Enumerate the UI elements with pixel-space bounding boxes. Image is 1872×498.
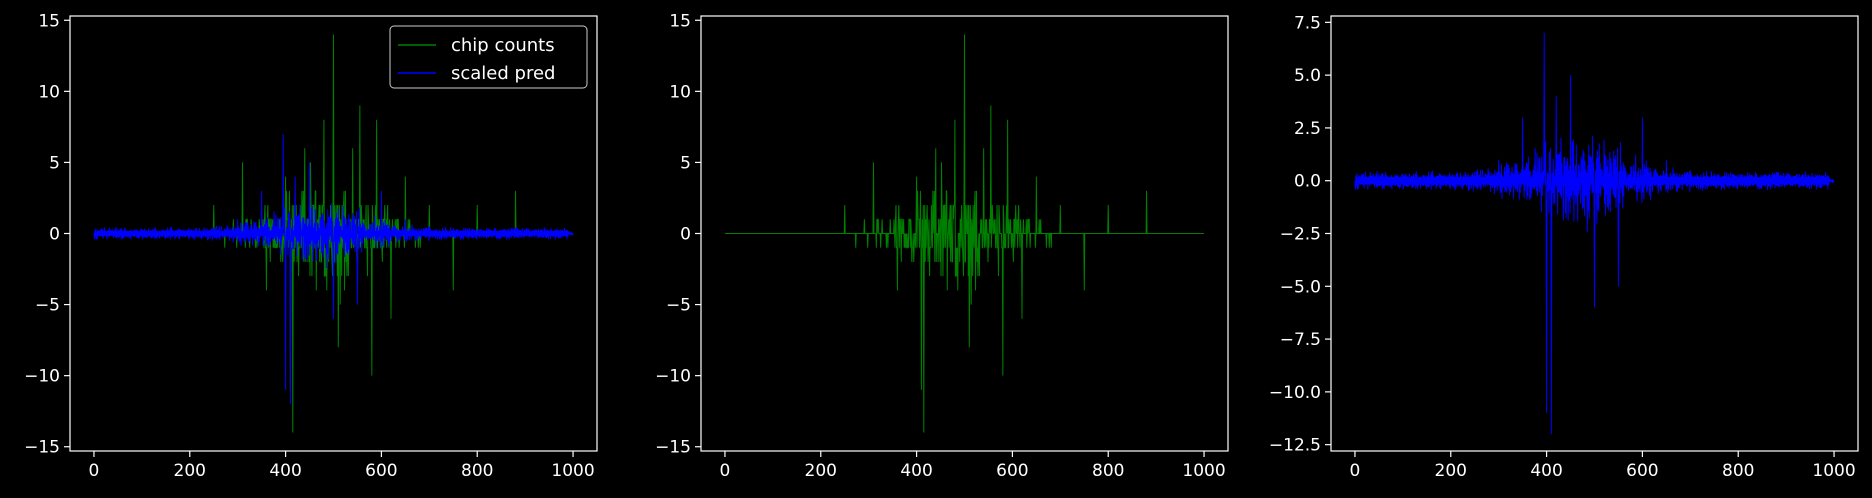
y-tick-label: 15 (669, 11, 691, 31)
y-tick-label: −10.0 (1269, 383, 1321, 403)
y-tick-label: 2.5 (1294, 119, 1321, 139)
y-tick-label: 5.0 (1294, 66, 1321, 86)
x-tick-label: 200 (174, 461, 206, 481)
x-tick-label: 0 (720, 461, 731, 481)
legend: chip counts scaled pred (389, 25, 588, 89)
y-tick-label: −2.5 (1280, 225, 1321, 245)
y-tick-label: −5 (666, 296, 691, 316)
x-tick-label: 600 (1626, 461, 1658, 481)
y-tick-label: 5 (680, 153, 691, 173)
x-tick-label: 400 (900, 461, 932, 481)
plot-area (93, 34, 574, 433)
y-tick-label: 5 (49, 153, 60, 173)
x-tick-label: 1000 (1182, 461, 1225, 481)
legend-box (389, 25, 588, 89)
y-tick-label: 0 (680, 225, 691, 245)
y-tick-label: 7.5 (1294, 13, 1321, 33)
x-tick-label: 200 (805, 461, 837, 481)
x-tick-label: 1000 (551, 461, 594, 481)
x-tick-label: 1000 (1812, 461, 1855, 481)
y-tick-label: 10 (669, 82, 691, 102)
plot-area (1354, 32, 1835, 435)
y-tick-label: −15 (24, 438, 60, 458)
plot-area (724, 34, 1205, 433)
y-tick-label: 0.0 (1294, 172, 1321, 192)
y-tick-label: −10 (24, 367, 60, 387)
x-tick-label: 600 (365, 461, 397, 481)
chart-panel-3: 0 200 400 600 800 1000 −12.5 −10.0 −7.5 −5.0 −2.5 0… (1269, 13, 1859, 481)
y-tick-label: −7.5 (1280, 330, 1321, 350)
series-line-1 (1354, 32, 1835, 435)
y-tick-label: −12.5 (1269, 436, 1321, 456)
chart-panel-1: 0 200 400 600 800 1000 −15 −10 −5 0 5 10 15 chip coun… (24, 11, 598, 481)
x-tick-label: 800 (1092, 461, 1124, 481)
y-tick-label: 10 (38, 82, 60, 102)
x-tick-label: 200 (1435, 461, 1467, 481)
y-tick-label: −15 (655, 438, 691, 458)
y-tick-label: −5 (35, 296, 60, 316)
y-tick-label: −10 (655, 367, 691, 387)
x-tick-label: 600 (996, 461, 1028, 481)
x-tick-label: 0 (1350, 461, 1361, 481)
legend-label: scaled pred (451, 63, 555, 84)
y-tick-label: 0 (49, 225, 60, 245)
x-tick-label: 800 (1722, 461, 1754, 481)
x-tick-label: 400 (1530, 461, 1562, 481)
x-tick-label: 800 (461, 461, 493, 481)
series-line-1 (724, 34, 1205, 433)
y-tick-label: 15 (38, 11, 60, 31)
y-tick-label: −5.0 (1280, 277, 1321, 297)
x-tick-label: 0 (89, 461, 100, 481)
x-tick-label: 400 (269, 461, 301, 481)
series-line-2 (93, 133, 574, 405)
chart-panel-2: 0 200 400 600 800 1000 −15 −10 −5 0 5 10 15 (655, 11, 1229, 481)
legend-label: chip counts (451, 35, 555, 56)
